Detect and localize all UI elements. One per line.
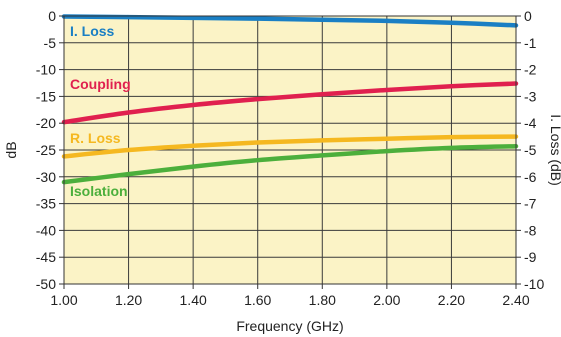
y2-tick-label: -6 [524,169,537,185]
y-tick-label: -30 [36,169,56,185]
y2-tick-label: -3 [524,88,537,104]
x-tick-label: 1.20 [115,292,142,308]
series-layer [61,14,519,185]
y-axis-left-ticks: 0 -5 -10 -15 -20 -25 -30 -35 -40 -45 -50 [36,8,64,292]
y2-tick-label: -2 [524,62,537,78]
y-tick-label: -15 [36,88,56,104]
y2-tick-label: -1 [524,35,537,51]
x-axis-ticks: 1.00 1.20 1.40 1.60 1.80 2.00 2.20 2.40 [50,284,530,308]
x-tick-label: 2.40 [502,292,529,308]
x-tick-label: 1.00 [50,292,77,308]
y-tick-label: 0 [48,8,56,24]
y-axis-label: dB [3,141,19,158]
y-axis-right-ticks: 0 -1 -2 -3 -4 -5 -6 -7 -8 -9 -10 [516,8,544,292]
x-tick-label: 1.80 [309,292,336,308]
x-tick-label: 2.20 [438,292,465,308]
series-label-r-loss: R. Loss [70,130,121,146]
y2-tick-label: -8 [524,222,537,238]
series-line-i-loss [61,14,519,28]
y2-tick-label: -4 [524,115,537,131]
series-label-isolation: Isolation [70,183,128,199]
y-tick-label: -45 [36,249,56,265]
series-line-isolation [61,143,519,185]
y-tick-label: -5 [44,35,57,51]
series-label-i-loss: I. Loss [70,23,115,39]
y2-tick-label: 0 [524,8,532,24]
y-tick-label: -10 [36,62,56,78]
y2-axis-label: I. Loss (dB) [548,114,561,186]
x-tick-label: 1.40 [180,292,207,308]
y-tick-label: -25 [36,142,56,158]
y2-tick-label: -7 [524,196,537,212]
series-line-coupling [61,81,519,125]
x-tick-label: 1.60 [244,292,271,308]
x-tick-label: 2.00 [373,292,400,308]
y-tick-label: -35 [36,196,56,212]
y2-tick-label: -9 [524,249,537,265]
y2-tick-label: -10 [524,276,544,292]
y-tick-label: -50 [36,276,56,292]
series-labels: I. Loss Coupling R. Loss Isolation [70,23,131,199]
series-line-r-loss [61,134,519,159]
series-label-coupling: Coupling [70,76,131,92]
y2-tick-label: -5 [524,142,537,158]
y-tick-label: -40 [36,222,56,238]
y-tick-label: -20 [36,115,56,131]
x-axis-label: Frequency (GHz) [236,318,343,334]
